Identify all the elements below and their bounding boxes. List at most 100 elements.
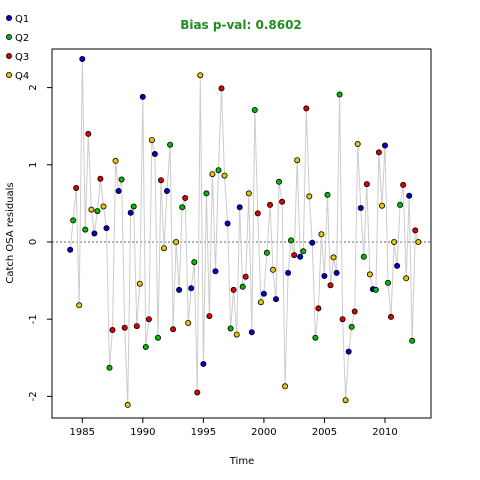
data-point-23	[136, 280, 143, 287]
data-point-41	[191, 259, 198, 266]
data-point-61	[251, 107, 258, 114]
data-point-58	[242, 273, 249, 280]
data-point-71	[282, 383, 289, 390]
data-point-60	[248, 329, 255, 336]
x-tick-label-4: 2005	[312, 427, 337, 438]
data-point-8	[91, 230, 98, 237]
data-point-56	[236, 204, 243, 211]
y-tick-label-3: 1	[28, 162, 39, 168]
data-point-47	[209, 171, 216, 178]
data-point-32	[163, 187, 170, 194]
x-tick-label-2: 1995	[191, 427, 216, 438]
data-point-107	[391, 238, 398, 245]
data-point-49	[215, 167, 222, 174]
data-point-115	[415, 238, 422, 245]
data-point-90	[339, 316, 346, 323]
data-point-52	[224, 220, 231, 227]
x-tick-label-1: 1990	[130, 427, 155, 438]
legend-label-q2: Q2	[15, 33, 29, 44]
data-point-33	[167, 141, 174, 148]
data-point-54	[230, 286, 237, 293]
data-point-25	[142, 343, 149, 350]
data-point-79	[306, 193, 313, 200]
data-point-19	[124, 401, 131, 408]
data-point-82	[315, 305, 322, 312]
data-point-29	[154, 334, 161, 341]
legend: Q1 Q2 Q3 Q4	[6, 14, 29, 82]
data-point-103	[378, 202, 385, 209]
legend-label-q4: Q4	[15, 71, 29, 82]
data-point-9	[94, 208, 101, 215]
data-point-98	[363, 181, 370, 188]
data-point-110	[400, 181, 407, 188]
data-point-15	[112, 157, 119, 164]
y-tick-label-4: 2	[28, 84, 39, 90]
legend-marker-q2	[6, 34, 12, 41]
y-tick-label-1: -1	[28, 314, 39, 324]
data-point-12	[103, 225, 110, 232]
x-tick-label-5: 2010	[372, 427, 397, 438]
y-axis: -2 -1 0 1 2	[28, 84, 52, 401]
data-point-111	[403, 275, 410, 282]
data-point-51	[221, 172, 228, 179]
data-point-65	[263, 249, 270, 256]
data-point-69	[275, 178, 282, 185]
data-point-72	[285, 269, 292, 276]
data-point-39	[185, 319, 192, 326]
data-point-99	[366, 271, 373, 278]
data-point-11	[100, 203, 107, 210]
data-point-83	[318, 231, 325, 238]
data-point-106	[387, 313, 394, 320]
legend-marker-q1	[6, 14, 12, 21]
data-point-22	[133, 323, 140, 330]
data-point-26	[145, 316, 152, 323]
data-point-63	[257, 299, 264, 306]
data-point-66	[266, 201, 273, 208]
data-point-93	[348, 323, 355, 330]
data-point-57	[239, 283, 246, 290]
data-point-87	[330, 254, 337, 261]
data-point-84	[321, 272, 328, 279]
data-point-64	[260, 290, 267, 297]
data-point-10	[97, 175, 104, 182]
x-axis: 1985 1990 1995 2000 2005 2010	[70, 418, 398, 438]
data-point-96	[357, 204, 364, 211]
data-point-101	[372, 286, 379, 293]
data-point-36	[176, 286, 183, 293]
data-point-73	[288, 237, 295, 244]
legend-marker-q3	[6, 53, 12, 60]
data-point-17	[118, 176, 125, 183]
data-point-89	[336, 91, 343, 98]
data-point-5	[82, 226, 89, 233]
data-point-113	[409, 337, 416, 344]
data-point-3	[76, 302, 83, 309]
data-point-1	[70, 217, 77, 224]
data-point-91	[342, 397, 349, 404]
x-axis-title: Time	[229, 456, 254, 467]
data-point-108	[394, 262, 401, 269]
y-tick-label-2: 0	[28, 239, 39, 245]
x-tick-label-0: 1985	[70, 427, 95, 438]
data-point-70	[279, 198, 286, 205]
data-point-74	[291, 252, 298, 259]
series-connector-line	[69, 58, 419, 405]
legend-label-q1: Q1	[15, 14, 29, 25]
data-point-48	[212, 268, 219, 275]
data-point-104	[381, 142, 388, 149]
data-point-77	[300, 248, 307, 255]
data-point-50	[218, 85, 225, 92]
data-point-30	[157, 177, 164, 184]
data-point-94	[351, 308, 358, 315]
data-point-38	[182, 194, 189, 201]
data-point-102	[375, 149, 382, 156]
data-points	[67, 56, 422, 408]
data-point-80	[309, 239, 316, 246]
data-point-105	[384, 279, 391, 286]
data-point-67	[269, 266, 276, 273]
data-point-35	[173, 238, 180, 245]
data-point-109	[397, 201, 404, 208]
data-point-53	[227, 325, 234, 332]
data-point-40	[188, 285, 195, 292]
data-point-37	[179, 204, 186, 211]
